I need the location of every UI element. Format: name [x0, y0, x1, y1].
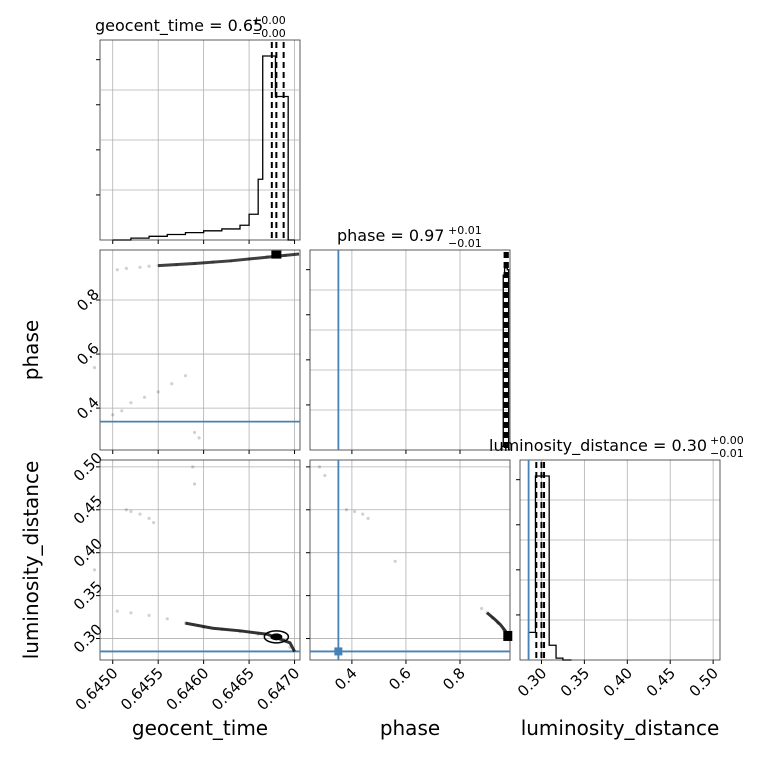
title-name: phase = 0.97	[337, 226, 444, 245]
sample-point	[352, 509, 357, 514]
sample-point	[183, 374, 188, 378]
sample-point	[138, 265, 142, 269]
sample-point	[120, 409, 124, 413]
sample-point	[129, 509, 133, 514]
x-tick-label: 0.45	[643, 664, 679, 700]
truth-marker	[334, 647, 343, 656]
hist-phase-panel	[306, 249, 511, 454]
hist-luminosity_distance-panel: 0.30 0.35 0.40 0.45 0.50	[514, 459, 722, 700]
xlabel-luminosity_distance: luminosity_distance	[521, 716, 720, 740]
density-core	[503, 630, 513, 641]
x-tick-label: 0.6460	[163, 664, 213, 714]
sample-point	[480, 606, 484, 611]
x-tick-label: 0.50	[686, 664, 722, 700]
sample-point	[192, 482, 197, 486]
density-core	[270, 633, 283, 641]
title-plus: +0.00	[252, 14, 286, 27]
sample-point	[152, 521, 156, 525]
title-geocent_time: geocent_time = 0.65 +0.00 −0.00	[95, 14, 286, 40]
x-tick-label: 0.4	[331, 664, 361, 694]
sample-point	[170, 382, 174, 386]
x-tick-label: 0.6	[385, 664, 415, 694]
sample-point	[366, 516, 370, 520]
title-minus: −0.00	[252, 27, 286, 40]
title-plus: +0.00	[710, 434, 744, 447]
axes-frame	[99, 249, 301, 451]
sample-point	[393, 559, 397, 563]
title-phase: phase = 0.97 +0.01 −0.01	[337, 224, 482, 250]
y-tick-label: 0.4	[73, 393, 103, 423]
sample-point	[165, 617, 169, 621]
title-minus: −0.01	[710, 447, 744, 460]
sample-point	[124, 508, 128, 512]
x-tick-label: 0.8	[439, 664, 469, 694]
sample-point	[344, 508, 349, 512]
sample-point	[156, 390, 160, 394]
sample-point	[142, 395, 147, 399]
title-name: geocent_time = 0.65	[95, 16, 263, 36]
sample-point	[147, 264, 151, 268]
luminosity_distance-vs-geocent_time-panel: 0.64500.64550.64600.64650.64700.300.350.…	[70, 449, 304, 714]
density-core	[271, 250, 282, 259]
x-tick-label: 0.30	[514, 664, 550, 700]
sample-point	[317, 465, 322, 469]
hist-geocent_time-panel	[96, 39, 301, 244]
sample-point	[111, 413, 115, 417]
x-tick-label: 0.35	[557, 664, 593, 700]
title-minus: −0.01	[448, 237, 482, 250]
axes-frame	[99, 459, 301, 661]
sample-point	[92, 568, 97, 572]
luminosity_distance-vs-phase-panel: 0.4 0.6 0.8	[306, 459, 513, 694]
sample-point	[361, 512, 365, 516]
x-tick-label: 0.6465	[208, 664, 258, 714]
phase-vs-geocent_time-panel: 0.4 0.6 0.8	[73, 249, 301, 454]
xlabel-phase: phase	[380, 716, 440, 740]
sample-point	[138, 512, 142, 516]
xlabel-geocent_time: geocent_time	[132, 716, 268, 740]
sample-point	[124, 266, 128, 270]
sample-point	[115, 609, 119, 613]
axes-frame	[309, 249, 511, 451]
y-tick-label: 0.35	[70, 577, 106, 613]
title-luminosity_distance: luminosity_distance = 0.30 +0.00 −0.01	[489, 434, 744, 460]
ylabel-phase: phase	[19, 320, 43, 380]
y-tick-label: 0.50	[70, 449, 106, 485]
x-tick-label: 0.6470	[254, 664, 304, 714]
x-tick-label: 0.6455	[117, 664, 167, 714]
ylabel-luminosity_distance: luminosity_distance	[19, 461, 43, 660]
sample-point	[147, 613, 151, 617]
title-name: luminosity_distance = 0.30	[489, 436, 707, 456]
y-tick-label: 0.8	[73, 285, 103, 315]
sample-point	[192, 430, 197, 435]
sample-point	[197, 436, 201, 440]
axes-frame	[309, 459, 511, 661]
y-tick-label: 0.45	[70, 492, 106, 528]
y-tick-label: 0.6	[73, 339, 103, 369]
sample-point	[129, 611, 133, 615]
sample-point	[191, 465, 195, 469]
sample-point	[115, 268, 119, 272]
histogram-step	[527, 475, 572, 661]
sample-point	[92, 365, 97, 370]
title-plus: +0.01	[448, 224, 482, 237]
sample-point	[129, 401, 133, 405]
x-tick-label: 0.40	[600, 664, 636, 700]
density-ridge	[185, 621, 296, 653]
x-tick-label: 0.6450	[72, 664, 122, 714]
y-tick-label: 0.40	[70, 535, 106, 571]
density-contour	[263, 630, 290, 644]
axes-frame	[519, 459, 721, 661]
sample-point	[323, 473, 327, 478]
sample-point	[147, 516, 151, 520]
